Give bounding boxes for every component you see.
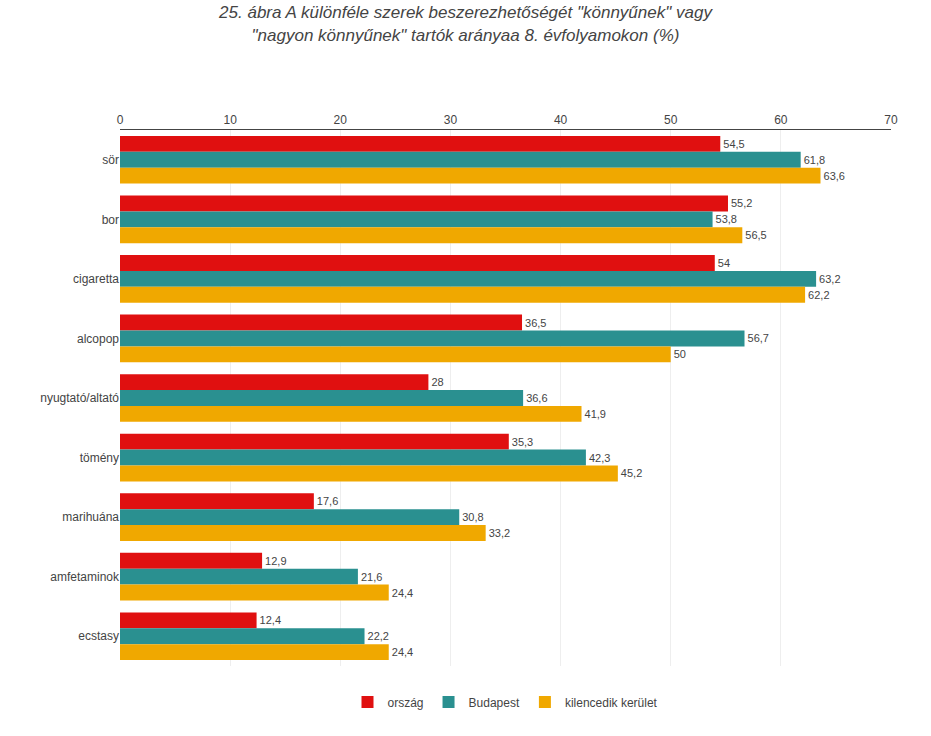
svg-text:54: 54 xyxy=(718,257,730,269)
svg-text:17,6: 17,6 xyxy=(317,495,338,507)
svg-text:24,4: 24,4 xyxy=(392,646,413,658)
svg-text:tömény: tömény xyxy=(80,451,119,465)
svg-text:40: 40 xyxy=(554,113,568,127)
svg-text:cigaretta: cigaretta xyxy=(73,272,119,286)
svg-text:marihuána: marihuána xyxy=(62,510,119,524)
svg-text:35,3: 35,3 xyxy=(512,436,533,448)
svg-text:10: 10 xyxy=(223,113,237,127)
svg-text:ecstasy: ecstasy xyxy=(78,629,119,643)
svg-text:12,4: 12,4 xyxy=(260,614,281,626)
svg-text:20: 20 xyxy=(334,113,348,127)
svg-text:33,2: 33,2 xyxy=(489,527,510,539)
svg-text:21,6: 21,6 xyxy=(361,571,382,583)
svg-text:Budapest: Budapest xyxy=(469,696,520,710)
svg-text:nyugtató/altató: nyugtató/altató xyxy=(40,391,119,405)
svg-text:42,3: 42,3 xyxy=(589,452,610,464)
svg-text:28: 28 xyxy=(431,376,443,388)
svg-text:30,8: 30,8 xyxy=(462,511,483,523)
svg-text:60: 60 xyxy=(774,113,788,127)
svg-text:22,2: 22,2 xyxy=(368,630,389,642)
svg-text:amfetaminok: amfetaminok xyxy=(50,570,120,584)
svg-text:ország: ország xyxy=(388,696,424,710)
svg-text:36,5: 36,5 xyxy=(525,317,546,329)
svg-text:bor: bor xyxy=(102,213,119,227)
svg-text:56,5: 56,5 xyxy=(745,229,766,241)
svg-text:45,2: 45,2 xyxy=(621,467,642,479)
svg-text:sör: sör xyxy=(102,153,119,167)
svg-text:53,8: 53,8 xyxy=(716,213,737,225)
svg-text:kilencedik kerület: kilencedik kerület xyxy=(565,696,658,710)
svg-text:30: 30 xyxy=(444,113,458,127)
svg-text:24,4: 24,4 xyxy=(392,587,413,599)
svg-text:50: 50 xyxy=(664,113,678,127)
svg-text:50: 50 xyxy=(674,348,686,360)
svg-text:12,9: 12,9 xyxy=(265,555,286,567)
svg-text:56,7: 56,7 xyxy=(748,332,769,344)
svg-text:63,6: 63,6 xyxy=(824,170,845,182)
svg-text:25. ábra A különféle szerek be: 25. ábra A különféle szerek beszerezhető… xyxy=(218,3,713,44)
svg-text:54,5: 54,5 xyxy=(723,138,744,150)
svg-text:70: 70 xyxy=(884,113,898,127)
svg-text:61,8: 61,8 xyxy=(804,154,825,166)
svg-text:36,6: 36,6 xyxy=(526,392,547,404)
svg-text:62,2: 62,2 xyxy=(808,289,829,301)
svg-text:0: 0 xyxy=(117,113,124,127)
svg-text:41,9: 41,9 xyxy=(585,408,606,420)
svg-text:63,2: 63,2 xyxy=(819,273,840,285)
svg-text:alcopop: alcopop xyxy=(77,332,119,346)
svg-text:55,2: 55,2 xyxy=(731,197,752,209)
